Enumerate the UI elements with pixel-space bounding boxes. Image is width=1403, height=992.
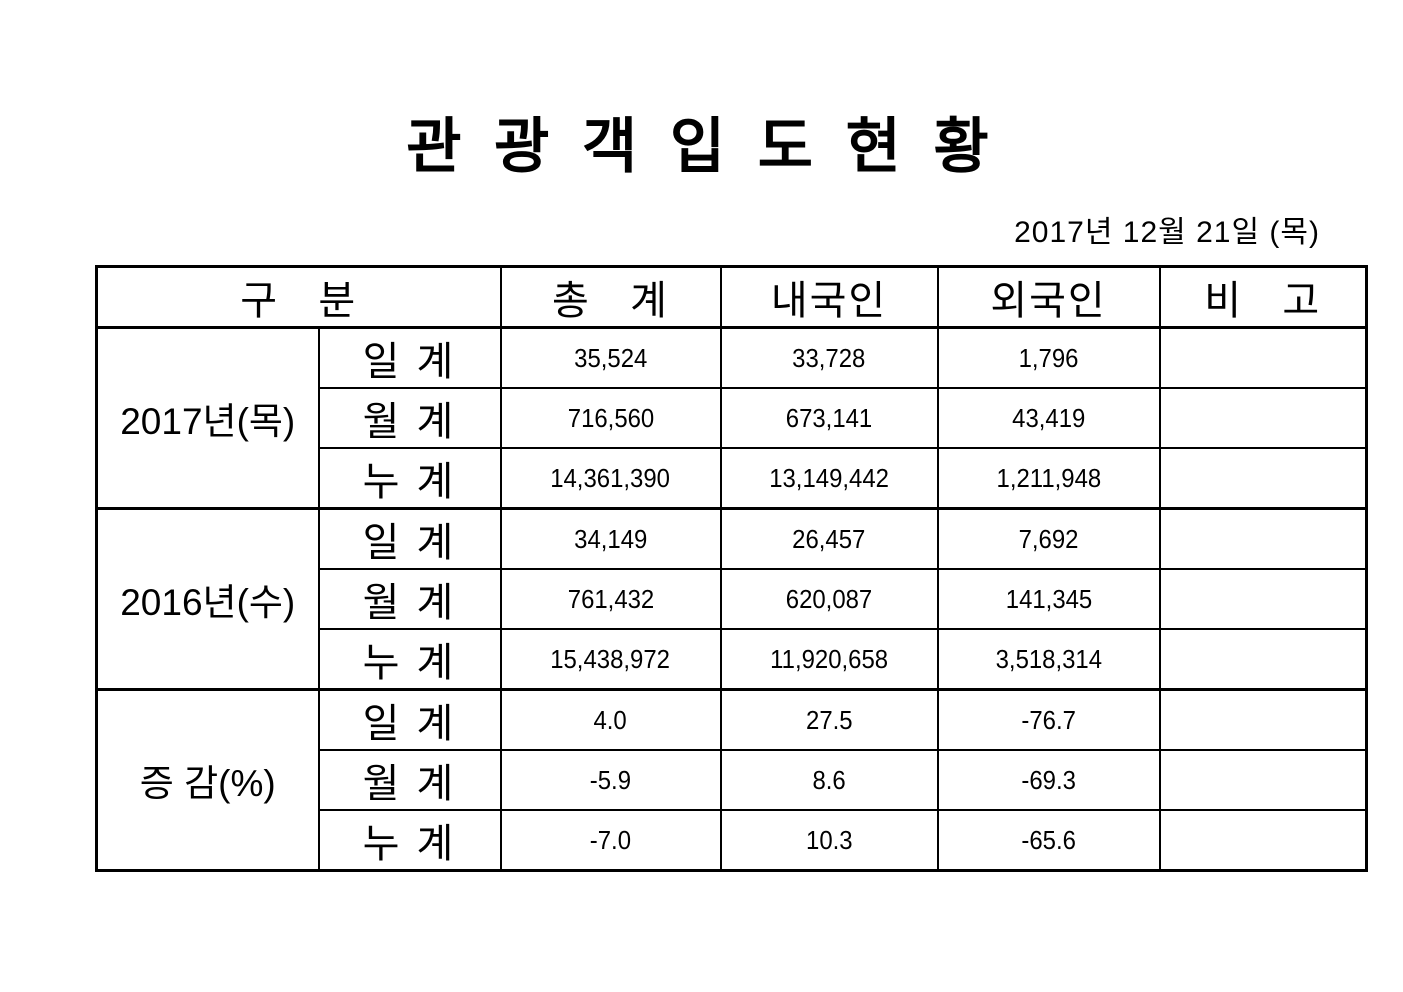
cell-foreigner: 141,345 (936, 568, 1161, 630)
cell-domestic: 33,728 (719, 326, 939, 389)
cell-total: 35,524 (499, 326, 722, 389)
row-label-daily: 일 계 (317, 326, 502, 389)
col-header-total: 총 계 (499, 265, 722, 329)
row-label-monthly: 월 계 (317, 387, 502, 449)
report-date: 2017년 12월 21일 (목) (1014, 216, 1320, 249)
cell-foreigner: 1,211,948 (936, 447, 1161, 510)
cell-domestic: 13,149,442 (719, 447, 939, 510)
cell-foreigner: -65.6 (936, 809, 1161, 872)
section-label-2016: 2016년(수) (95, 507, 320, 691)
table-row: 누 계 -7.0 10.3 -65.6 (97, 809, 1368, 872)
cell-total: 34,149 (499, 507, 722, 570)
cell-remarks (1158, 447, 1368, 510)
col-header-category: 구 분 (95, 265, 502, 329)
table-row: 증 감(%) 일 계 4.0 27.5 -76.7 (95, 688, 1368, 872)
cell-domestic: 8.6 (719, 749, 939, 811)
cell-domestic: 673,141 (719, 387, 939, 449)
col-header-remarks: 비 고 (1158, 265, 1368, 329)
cell-remarks (1158, 326, 1368, 389)
cell-remarks (1158, 628, 1368, 691)
cell-total: 14,361,390 (499, 447, 722, 510)
cell-remarks (1158, 749, 1368, 811)
cell-domestic: 10.3 (719, 809, 939, 872)
row-label-cumulative: 누 계 (317, 447, 502, 510)
cell-foreigner: -69.3 (936, 749, 1161, 811)
tourist-arrivals-table: 구 분 총 계 내국인 외국인 비 고 2017년(목) 일 계 35,524 … (95, 265, 1369, 872)
cell-domestic: 26,457 (719, 507, 939, 570)
cell-total: 716,560 (499, 387, 722, 449)
row-label-daily: 일 계 (317, 507, 502, 570)
section-label-change: 증 감(%) (95, 688, 320, 872)
cell-foreigner: -76.7 (936, 688, 1161, 751)
cell-remarks (1158, 568, 1368, 630)
table-row: 누 계 15,438,972 11,920,658 3,518,314 (97, 628, 1368, 691)
cell-total: 761,432 (499, 568, 722, 630)
row-label-cumulative: 누 계 (317, 628, 502, 691)
cell-total: 4.0 (499, 688, 722, 751)
row-label-monthly: 월 계 (317, 568, 502, 630)
table-row: 2017년(목) 일 계 35,524 33,728 1,796 (95, 326, 1368, 510)
cell-remarks (1158, 809, 1368, 872)
col-header-domestic: 내국인 (719, 265, 939, 329)
row-label-monthly: 월 계 (317, 749, 502, 811)
cell-remarks (1158, 507, 1368, 570)
table-container: 구 분 총 계 내국인 외국인 비 고 2017년(목) 일 계 35,524 … (95, 265, 1369, 872)
cell-remarks (1158, 387, 1368, 449)
row-label-daily: 일 계 (317, 688, 502, 751)
section-label-2017: 2017년(목) (95, 326, 320, 510)
cell-foreigner: 3,518,314 (936, 628, 1161, 691)
cell-total: -5.9 (499, 749, 722, 811)
table-row: 월 계 761,432 620,087 141,345 (97, 568, 1368, 630)
cell-total: -7.0 (499, 809, 722, 872)
cell-domestic: 27.5 (719, 688, 939, 751)
cell-foreigner: 1,796 (936, 326, 1161, 389)
table-row: 월 계 716,560 673,141 43,419 (97, 387, 1368, 449)
header-row: 구 분 총 계 내국인 외국인 비 고 (95, 265, 1368, 329)
document-title: 관 광 객 입 도 현 황 (406, 113, 997, 180)
cell-foreigner: 7,692 (936, 507, 1161, 570)
table-row: 월 계 -5.9 8.6 -69.3 (97, 749, 1368, 811)
cell-domestic: 620,087 (719, 568, 939, 630)
cell-remarks (1158, 688, 1368, 751)
table-row: 누 계 14,361,390 13,149,442 1,211,948 (97, 447, 1368, 510)
cell-foreigner: 43,419 (936, 387, 1161, 449)
cell-domestic: 11,920,658 (719, 628, 939, 691)
col-header-foreigner: 외국인 (936, 265, 1161, 329)
row-label-cumulative: 누 계 (317, 809, 502, 872)
cell-total: 15,438,972 (499, 628, 722, 691)
table-row: 2016년(수) 일 계 34,149 26,457 7,692 (95, 507, 1368, 691)
